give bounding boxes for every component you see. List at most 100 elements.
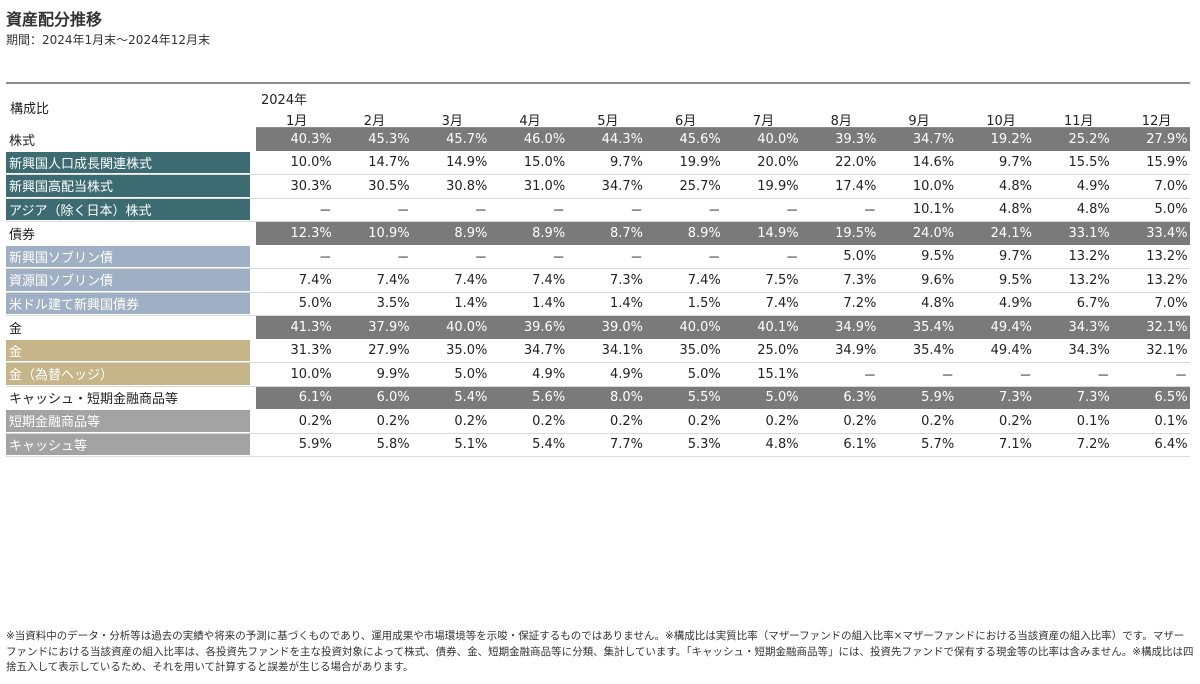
value-cell: 0.1% — [1076, 413, 1110, 429]
month-header: 1月 — [286, 114, 308, 129]
value-cell: － — [1018, 368, 1032, 384]
value-cell: 5.4% — [532, 437, 566, 453]
value-cell: 4.9% — [998, 296, 1032, 312]
value-cell: 10.9% — [368, 225, 410, 241]
value-cell: 0.2% — [454, 413, 488, 429]
month-header: 10月 — [986, 114, 1016, 129]
value-cell: 4.8% — [921, 296, 955, 312]
table-row: 新興国高配当株式 30.3% 30.5% 30.8% 31.0% 34.7% 25.7% 19… — [6, 175, 1190, 199]
value-cell: 41.3% — [290, 319, 332, 335]
table-row: 金（為替ヘッジ） 10.0% 9.9% 5.0% 4.9% 4.9% 5.0% 15.1% － －… — [6, 363, 1190, 387]
page-title: 資産配分推移 — [6, 10, 103, 29]
row-label: 短期金融商品等 — [6, 410, 250, 433]
value-cell: 45.3% — [368, 131, 410, 147]
footnote: ※当資料中のデータ・分析等は過去の実績や将来の予測に基づくものであり、運用成果や… — [6, 630, 1194, 673]
value-cell: 6.1% — [298, 390, 332, 406]
value-cell: 30.5% — [368, 178, 410, 194]
value-cell: 8.9% — [687, 225, 721, 241]
table-row: 短期金融商品等 0.2% 0.2% 0.2% 0.2% 0.2% 0.2% 0.2% 0.2% 0… — [6, 410, 1190, 434]
value-cell: 4.9% — [532, 366, 566, 382]
value-cell: 1.4% — [532, 296, 566, 312]
row-label: 資源国ソブリン債 — [6, 269, 250, 292]
value-cell: 49.4% — [990, 319, 1032, 335]
row-label: 債券 — [6, 222, 250, 245]
value-cell: 40.0% — [679, 319, 721, 335]
row-label: 新興国高配当株式 — [6, 175, 250, 198]
value-cell: 0.2% — [765, 413, 799, 429]
table-row: 新興国ソブリン債 － － － － － － － 5.0% 9.5% 9.7% 13.2% 13.2% — [6, 245, 1190, 269]
value-cell: 0.2% — [609, 413, 643, 429]
value-cell: 32.1% — [1146, 343, 1188, 359]
value-cell: 7.3% — [609, 272, 643, 288]
value-cell: 10.0% — [290, 155, 332, 171]
value-cell: 13.2% — [1068, 272, 1110, 288]
value-cell: 7.4% — [454, 272, 488, 288]
value-cell: 24.0% — [912, 225, 955, 241]
value-cell: － — [1096, 368, 1110, 384]
month-header: 11月 — [1064, 114, 1094, 129]
value-cell: 25.2% — [1068, 131, 1110, 147]
value-cell: 34.7% — [523, 343, 566, 359]
value-cell: 5.0% — [765, 390, 799, 406]
value-cell: 40.0% — [757, 131, 799, 147]
month-header: 6月 — [675, 114, 697, 129]
value-cell: 4.8% — [998, 178, 1032, 194]
value-cell: 8.9% — [532, 225, 566, 241]
value-cell: 19.2% — [990, 131, 1032, 147]
value-cell: 3.5% — [376, 296, 410, 312]
value-cell: 14.6% — [912, 155, 955, 171]
value-cell: － — [863, 204, 877, 220]
table-row: 新興国人口成長関連株式 10.0% 14.7% 14.9% 15.0% 9.7% 19.9%… — [6, 151, 1190, 175]
value-cell: 8.7% — [609, 225, 643, 241]
value-cell: 34.7% — [601, 178, 643, 194]
value-cell: － — [552, 204, 566, 220]
row-label: キャッシュ・短期金融商品等 — [6, 386, 250, 409]
value-cell: 7.2% — [843, 296, 877, 312]
value-cell: 5.9% — [298, 437, 332, 453]
value-cell: 0.2% — [376, 413, 410, 429]
year-label: 2024年 — [261, 93, 308, 108]
value-cell: － — [552, 251, 566, 267]
period-label: 期間：2024年1月末～2024年12月末 — [6, 33, 210, 47]
value-cell: 0.2% — [998, 413, 1032, 429]
value-cell: 1.5% — [687, 296, 721, 312]
table-body: 株式 40.3% 45.3% 45.7% 46.0% 44.3% 45.6% 40.0% 39.… — [6, 128, 1190, 457]
value-cell: 19.5% — [835, 225, 877, 241]
value-cell: 5.0% — [454, 366, 488, 382]
table-row: キャッシュ等 5.9% 5.8% 5.1% 5.4% 7.7% 5.3% 4.8% 6.1% 5.… — [6, 433, 1190, 457]
value-cell: － — [629, 204, 643, 220]
value-cell: 15.0% — [523, 155, 566, 171]
value-cell: 34.1% — [601, 343, 643, 359]
month-header: 4月 — [519, 114, 541, 129]
row-label: キャッシュ等 — [6, 433, 250, 456]
value-cell: 35.4% — [912, 319, 955, 335]
value-cell: 6.0% — [376, 390, 410, 406]
value-cell: 40.0% — [446, 319, 488, 335]
value-cell: 7.7% — [609, 437, 643, 453]
value-cell: 5.0% — [687, 366, 721, 382]
value-cell: 6.3% — [843, 390, 877, 406]
value-cell: 9.9% — [376, 366, 410, 382]
value-cell: － — [318, 204, 332, 220]
value-cell: 33.1% — [1068, 225, 1110, 241]
value-cell: 7.1% — [998, 437, 1032, 453]
value-cell: 14.9% — [757, 225, 799, 241]
value-cell: 34.7% — [912, 131, 955, 147]
month-header: 3月 — [441, 114, 463, 129]
value-cell: 33.4% — [1146, 225, 1188, 241]
value-cell: 34.9% — [835, 319, 877, 335]
value-cell: 31.3% — [290, 343, 332, 359]
value-cell: － — [707, 204, 721, 220]
table-row: アジア（除く日本）株式 － － － － － － － － 10.1% 4.8% 4.8% 5.0% — [6, 198, 1190, 222]
value-cell: 25.0% — [757, 343, 799, 359]
category-total-row: 株式 40.3% 45.3% 45.7% 46.0% 44.3% 45.6% 40.0% 39.… — [6, 128, 1190, 152]
value-cell: 17.4% — [835, 178, 877, 194]
value-cell: 7.3% — [998, 390, 1032, 406]
value-cell: 27.9% — [1146, 131, 1188, 147]
value-cell: 30.3% — [290, 178, 332, 194]
value-cell: 39.6% — [523, 319, 566, 335]
value-cell: 6.5% — [1154, 390, 1188, 406]
value-cell: 7.3% — [1076, 390, 1110, 406]
value-cell: 35.4% — [912, 343, 955, 359]
value-cell: 7.0% — [1154, 296, 1188, 312]
